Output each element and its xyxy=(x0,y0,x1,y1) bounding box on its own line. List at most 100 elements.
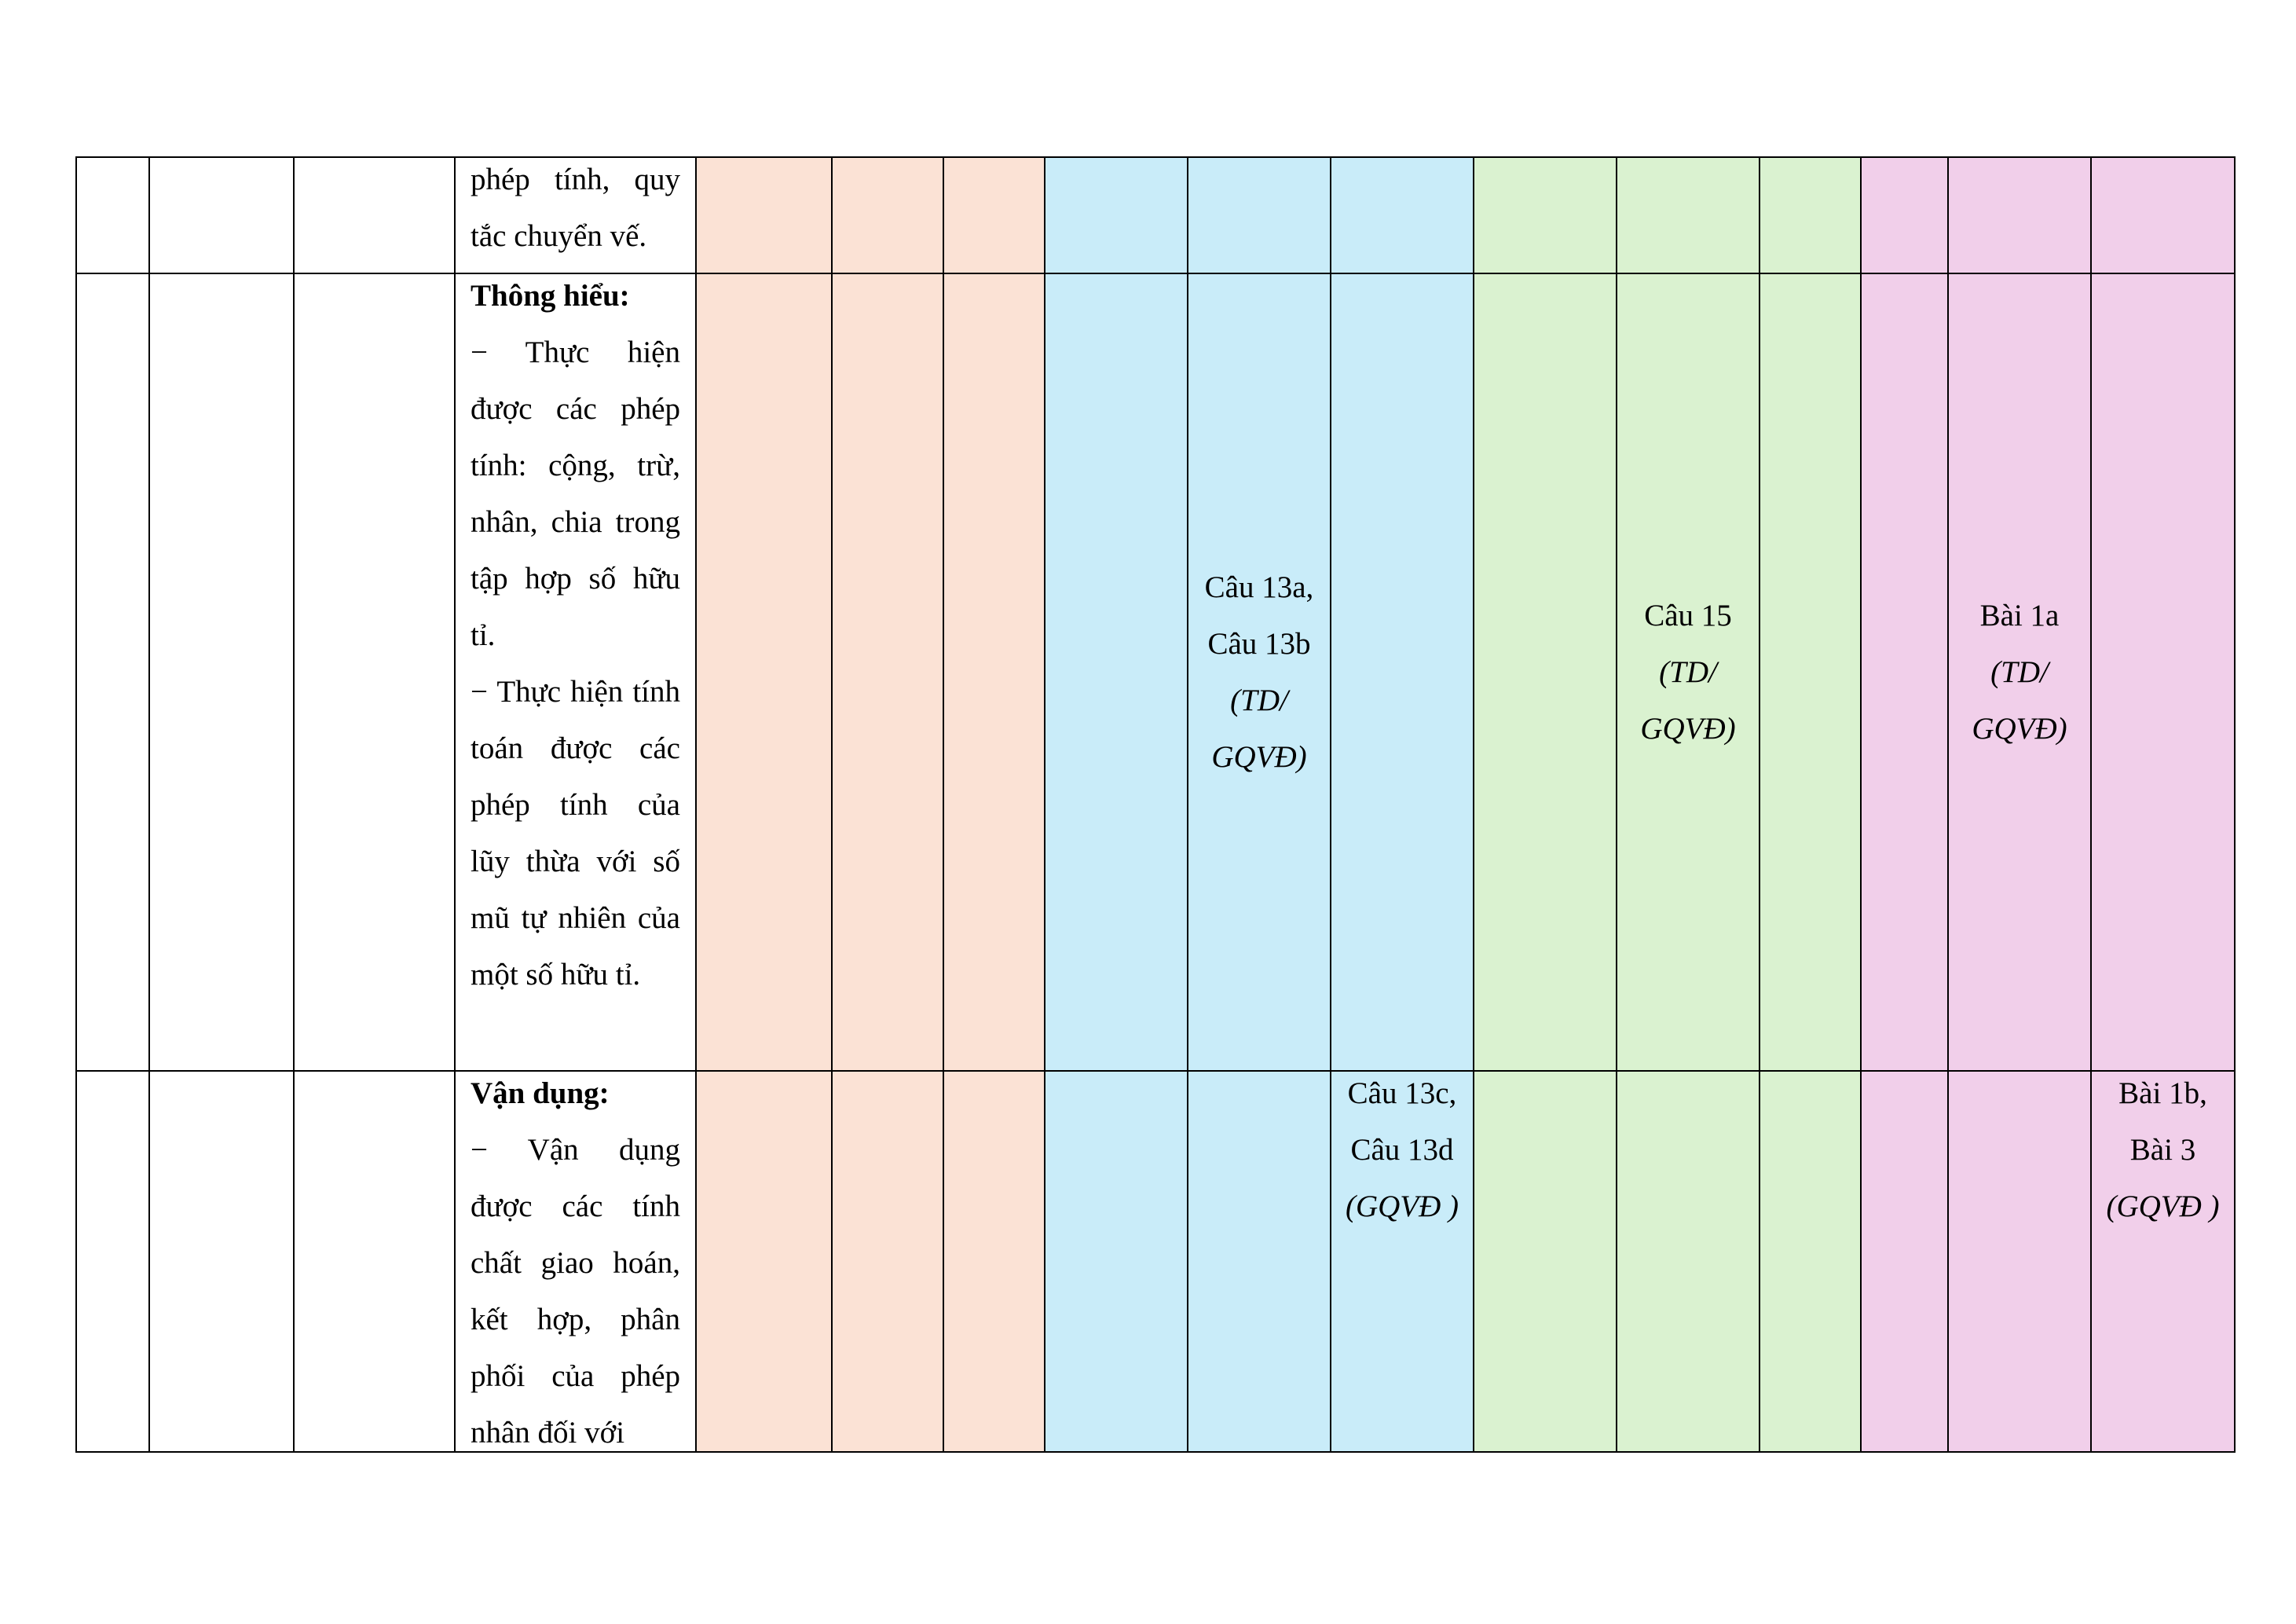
cell-note: (TD/ GQVĐ) xyxy=(1640,654,1736,746)
cell-box: Câu 15 (TD/ GQVĐ) xyxy=(1617,274,1759,1070)
colored-cell xyxy=(1473,156,1617,274)
cell-box xyxy=(1760,1065,1860,1445)
cell-box xyxy=(2092,158,2234,273)
cell-box xyxy=(944,158,1044,273)
content-cell: Vận dụng: − Vận dụng được các tính chất g… xyxy=(454,1070,697,1453)
colored-cell xyxy=(695,1070,833,1453)
cell-note: (GQVĐ ) xyxy=(2106,1190,2220,1223)
cell-box xyxy=(1949,1065,2090,1445)
content-heading: Vận dụng: xyxy=(471,1076,610,1110)
colored-cell xyxy=(1044,1070,1188,1453)
empty-cell xyxy=(293,156,456,274)
cell-box xyxy=(697,274,831,1070)
colored-cell xyxy=(695,273,833,1072)
colored-cell xyxy=(1616,156,1760,274)
colored-cell xyxy=(1860,156,1949,274)
table-row: phép tính, quy tắc chuyển vế. xyxy=(75,156,2236,274)
colored-cell xyxy=(943,1070,1045,1453)
colored-cell xyxy=(1187,156,1331,274)
cell-box xyxy=(1474,158,1616,273)
cell-box xyxy=(1188,158,1330,273)
colored-cell: Bài 1a (TD/ GQVĐ) xyxy=(1947,273,2092,1072)
cell-box xyxy=(2092,274,2234,1070)
content-item: − Vận dụng được các tính chất giao hoán,… xyxy=(471,1133,680,1450)
content-cell: phép tính, quy tắc chuyển vế. xyxy=(454,156,697,274)
colored-cell xyxy=(1947,1070,2092,1453)
cell-box xyxy=(1760,274,1860,1070)
cell-text: Câu 13c, Câu 13d xyxy=(1347,1076,1457,1167)
cell-box xyxy=(1760,158,1860,273)
cell-box xyxy=(1331,158,1473,273)
table-body: phép tính, quy tắc chuyển vế. Thông hiểu:… xyxy=(75,156,2236,1453)
content-box: phép tính, quy tắc chuyển vế. xyxy=(456,152,695,273)
colored-cell xyxy=(943,273,1045,1072)
empty-cell xyxy=(75,273,150,1072)
content-heading: Thông hiểu: xyxy=(471,279,630,313)
cell-box: Bài 1a (TD/ GQVĐ) xyxy=(1949,274,2090,1070)
table: phép tính, quy tắc chuyển vế. Thông hiểu:… xyxy=(75,156,2236,1453)
cell-note: (GQVĐ ) xyxy=(1345,1190,1459,1223)
cell-box xyxy=(1949,158,2090,273)
colored-cell xyxy=(1759,1070,1862,1453)
cell-box xyxy=(1045,274,1187,1070)
empty-cell xyxy=(293,273,456,1072)
colored-cell xyxy=(1473,1070,1617,1453)
content-box: Vận dụng: − Vận dụng được các tính chất g… xyxy=(456,1065,695,1451)
colored-cell xyxy=(1044,273,1188,1072)
colored-cell xyxy=(1860,1070,1949,1453)
cell-box xyxy=(1862,274,1947,1070)
cell-box xyxy=(833,1065,943,1445)
table-row: Vận dụng: − Vận dụng được các tính chất g… xyxy=(75,1070,2236,1453)
colored-cell xyxy=(2090,156,2236,274)
colored-cell xyxy=(1187,1070,1331,1453)
colored-cell xyxy=(1330,156,1474,274)
cell-box xyxy=(1045,1065,1187,1445)
colored-cell xyxy=(1759,273,1862,1072)
colored-cell xyxy=(695,156,833,274)
colored-cell: Bài 1b, Bài 3 (GQVĐ ) xyxy=(2090,1070,2236,1453)
cell-box xyxy=(833,158,943,273)
cell-box xyxy=(697,158,831,273)
content-item: − Thực hiện được các phép tính: cộng, tr… xyxy=(471,335,680,652)
table-row: Thông hiểu: − Thực hiện được các phép tín… xyxy=(75,273,2236,1072)
empty-cell xyxy=(75,156,150,274)
cell-box: Câu 13c, Câu 13d (GQVĐ ) xyxy=(1331,1065,1473,1445)
cell-note: (TD/ GQVĐ) xyxy=(1972,654,2067,746)
content-item: phép tính, quy tắc chuyển vế. xyxy=(471,163,680,253)
colored-cell xyxy=(1330,273,1474,1072)
cell-box: Câu 13a, Câu 13b (TD/ GQVĐ) xyxy=(1188,274,1330,1070)
colored-cell: Câu 13a, Câu 13b (TD/ GQVĐ) xyxy=(1187,273,1331,1072)
cell-text: Câu 13a, Câu 13b xyxy=(1204,570,1314,661)
colored-cell xyxy=(1616,1070,1760,1453)
colored-cell xyxy=(831,1070,944,1453)
cell-box xyxy=(1331,274,1473,1070)
colored-cell xyxy=(831,156,944,274)
colored-cell xyxy=(1860,273,1949,1072)
colored-cell xyxy=(1947,156,2092,274)
cell-box xyxy=(1474,1065,1616,1445)
content-cell: Thông hiểu: − Thực hiện được các phép tín… xyxy=(454,273,697,1072)
cell-box xyxy=(1862,158,1947,273)
colored-cell xyxy=(1473,273,1617,1072)
cell-box xyxy=(1617,1065,1759,1445)
cell-text: Câu 15 xyxy=(1644,598,1732,632)
colored-cell: Câu 13c, Câu 13d (GQVĐ ) xyxy=(1330,1070,1474,1453)
empty-cell xyxy=(148,1070,295,1453)
empty-cell xyxy=(148,273,295,1072)
colored-cell: Câu 15 (TD/ GQVĐ) xyxy=(1616,273,1760,1072)
content-item: − Thực hiện tính toán được các phép tính… xyxy=(471,675,680,992)
empty-cell xyxy=(148,156,295,274)
cell-box xyxy=(1474,274,1616,1070)
content-box: Thông hiểu: − Thực hiện được các phép tín… xyxy=(456,268,695,1070)
cell-box xyxy=(1045,158,1187,273)
colored-cell xyxy=(2090,273,2236,1072)
colored-cell xyxy=(1759,156,1862,274)
cell-box xyxy=(944,1065,1044,1445)
cell-box xyxy=(697,1065,831,1445)
cell-box xyxy=(1862,1065,1947,1445)
cell-text: Bài 1b, Bài 3 xyxy=(2118,1076,2207,1167)
cell-box: Bài 1b, Bài 3 (GQVĐ ) xyxy=(2092,1065,2234,1445)
cell-box xyxy=(833,274,943,1070)
empty-cell xyxy=(293,1070,456,1453)
